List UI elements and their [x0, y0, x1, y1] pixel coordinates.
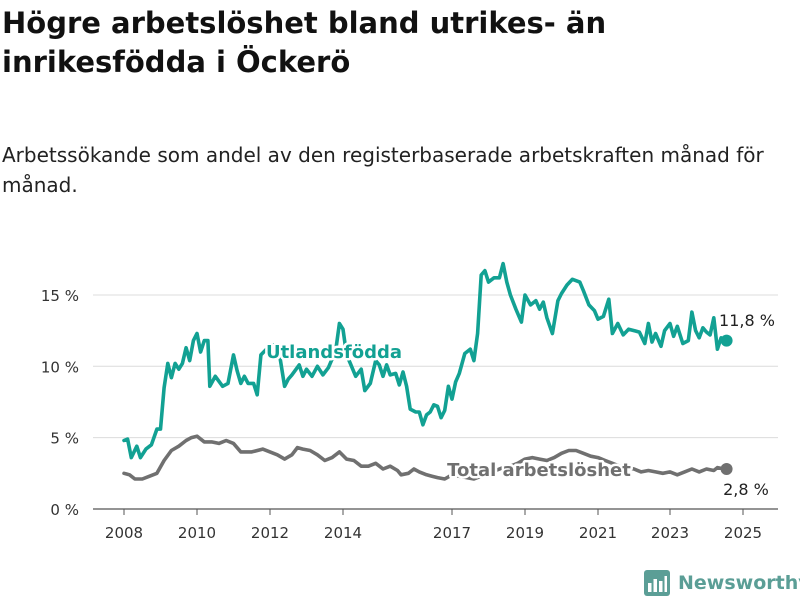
x-tick-label: 2010: [178, 524, 216, 542]
series-end-marker: [720, 334, 733, 347]
series-label-utlandsfodda: Utlandsfödda: [266, 342, 402, 363]
chart-title: Högre arbetslöshet bland utrikes- än inr…: [2, 6, 607, 79]
newsworthy-logo-icon: [644, 570, 670, 596]
y-tick-label: 10 %: [41, 358, 79, 376]
brand-name: Newsworthy: [678, 572, 800, 594]
y-tick-label: 5 %: [50, 430, 79, 448]
x-tick-label: 2023: [651, 524, 689, 542]
x-tick-label: 2012: [251, 524, 289, 542]
y-tick-label: 15 %: [41, 287, 79, 305]
x-tick-label: 2021: [579, 524, 617, 542]
x-tick-label: 2025: [724, 524, 762, 542]
series-line: [122, 434, 727, 481]
y-tick-label: 0 %: [50, 501, 79, 519]
x-tick-label: 2014: [324, 524, 362, 542]
end-value-label: 2,8 %: [723, 480, 769, 499]
brand-logo: Newsworthy: [644, 566, 800, 600]
series-line: [122, 261, 727, 460]
end-value-label: 11,8 %: [719, 311, 775, 330]
x-tick-label: 2017: [433, 524, 471, 542]
x-tick-label: 2019: [506, 524, 544, 542]
series-label-total: Total arbetslöshet: [447, 460, 631, 481]
series-end-marker: [720, 463, 733, 476]
chart-subtitle: Arbetssökande som andel av den registerb…: [2, 143, 764, 197]
x-tick-label: 2008: [105, 524, 143, 542]
